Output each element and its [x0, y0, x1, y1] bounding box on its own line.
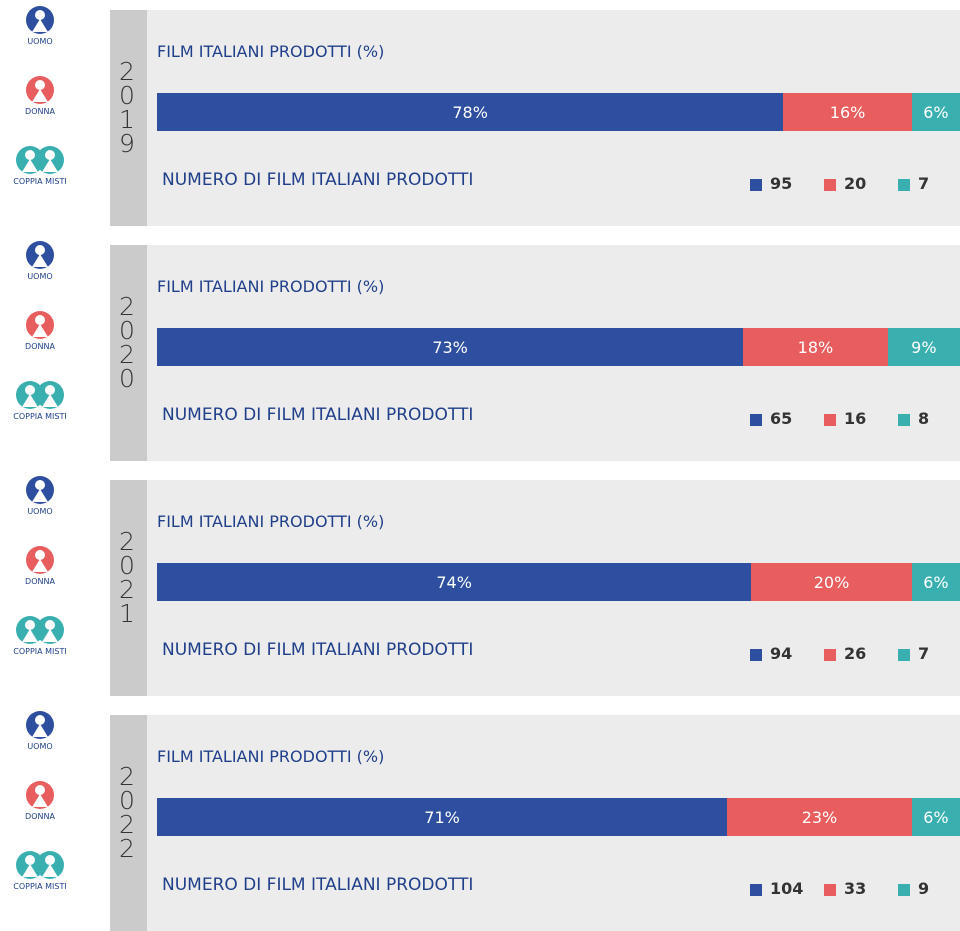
bar-segment: 6% [911, 563, 960, 601]
icon-label: DONNA [25, 107, 55, 116]
legend-swatch [824, 414, 836, 426]
bar-segment: 18% [743, 328, 888, 366]
year: 2022 [119, 762, 135, 863]
icon-label: DONNA [25, 577, 55, 586]
icon-label: UOMO [27, 272, 53, 281]
count-title: NUMERO DI FILM ITALIANI PRODOTTI [162, 875, 474, 895]
icon [26, 311, 54, 339]
icon [16, 851, 64, 879]
legend-swatch [898, 179, 910, 191]
year: 2019 [119, 57, 135, 158]
bar-segment: 6% [911, 93, 960, 131]
value-label: 78% [452, 102, 488, 122]
legend-swatch [898, 884, 910, 896]
year-strip [110, 10, 147, 226]
legend-swatch [824, 179, 836, 191]
icon [26, 781, 54, 809]
count: 65 [770, 409, 793, 428]
icon-label: COPPIA MISTI [13, 412, 67, 421]
value-label: 20% [813, 572, 850, 592]
value-label: 6% [923, 572, 949, 592]
icon [16, 146, 64, 174]
title: FILM ITALIANI PRODOTTI (%) [157, 42, 385, 61]
value-label: 74% [436, 572, 472, 592]
value-label: 73% [432, 337, 468, 357]
year-strip [110, 480, 147, 696]
count-title: NUMERO DI FILM ITALIANI PRODOTTI [162, 170, 474, 190]
count-title: NUMERO DI FILM ITALIANI PRODOTTI [162, 640, 474, 660]
icon [26, 6, 54, 34]
value-label: 6% [923, 102, 949, 122]
icon-label: DONNA [25, 812, 55, 821]
title: FILM ITALIANI PRODOTTI (%) [157, 747, 385, 766]
count: 7 [918, 644, 930, 663]
bar-segment: 16% [783, 93, 912, 131]
icon [16, 381, 64, 409]
year-strip [110, 245, 147, 461]
value-label: 6% [923, 807, 949, 827]
icon [26, 76, 54, 104]
legend-swatch [898, 414, 910, 426]
icon-label: UOMO [27, 742, 53, 751]
bar-segment: 6% [911, 798, 960, 836]
bar-segment: 20% [751, 563, 912, 601]
count: 20 [844, 174, 867, 193]
year: 2021 [119, 527, 135, 628]
count: 7 [918, 174, 930, 193]
icon-label: DONNA [25, 342, 55, 351]
count: 33 [844, 879, 867, 898]
value-label: 18% [797, 337, 834, 357]
count: 16 [844, 409, 867, 428]
bar-segment: 74% [157, 563, 752, 601]
legend-swatch [750, 649, 762, 661]
legend-swatch [824, 649, 836, 661]
bar-segment: 9% [887, 328, 960, 366]
count: 95 [770, 174, 793, 193]
bar-segment: 73% [157, 328, 744, 366]
value-label: 71% [424, 807, 460, 827]
value-label: 23% [801, 807, 838, 827]
value-label: 9% [911, 337, 937, 357]
icon-label: UOMO [27, 507, 53, 516]
year-strip [110, 715, 147, 931]
count: 26 [844, 644, 867, 663]
icon-label: COPPIA MISTI [13, 647, 67, 656]
icon-label: COPPIA MISTI [13, 177, 67, 186]
title: FILM ITALIANI PRODOTTI (%) [157, 512, 385, 531]
icon [26, 546, 54, 574]
count: 104 [770, 879, 804, 898]
value-label: 16% [829, 102, 866, 122]
legend-swatch [898, 649, 910, 661]
icon [26, 711, 54, 739]
year: 2020 [119, 292, 135, 393]
icon [26, 476, 54, 504]
title: FILM ITALIANI PRODOTTI (%) [157, 277, 385, 296]
legend-swatch [750, 414, 762, 426]
legend-swatch [824, 884, 836, 896]
bar-segment: 23% [727, 798, 912, 836]
icon [26, 241, 54, 269]
icon-label: UOMO [27, 37, 53, 46]
bar-segment: 71% [157, 798, 728, 836]
count: 8 [918, 409, 930, 428]
legend-swatch [750, 884, 762, 896]
count: 94 [770, 644, 793, 663]
legend-swatch [750, 179, 762, 191]
count-title: NUMERO DI FILM ITALIANI PRODOTTI [162, 405, 474, 425]
bar-segment: 78% [157, 93, 784, 131]
count: 9 [918, 879, 930, 898]
icon-label: COPPIA MISTI [13, 882, 67, 891]
icon [16, 616, 64, 644]
